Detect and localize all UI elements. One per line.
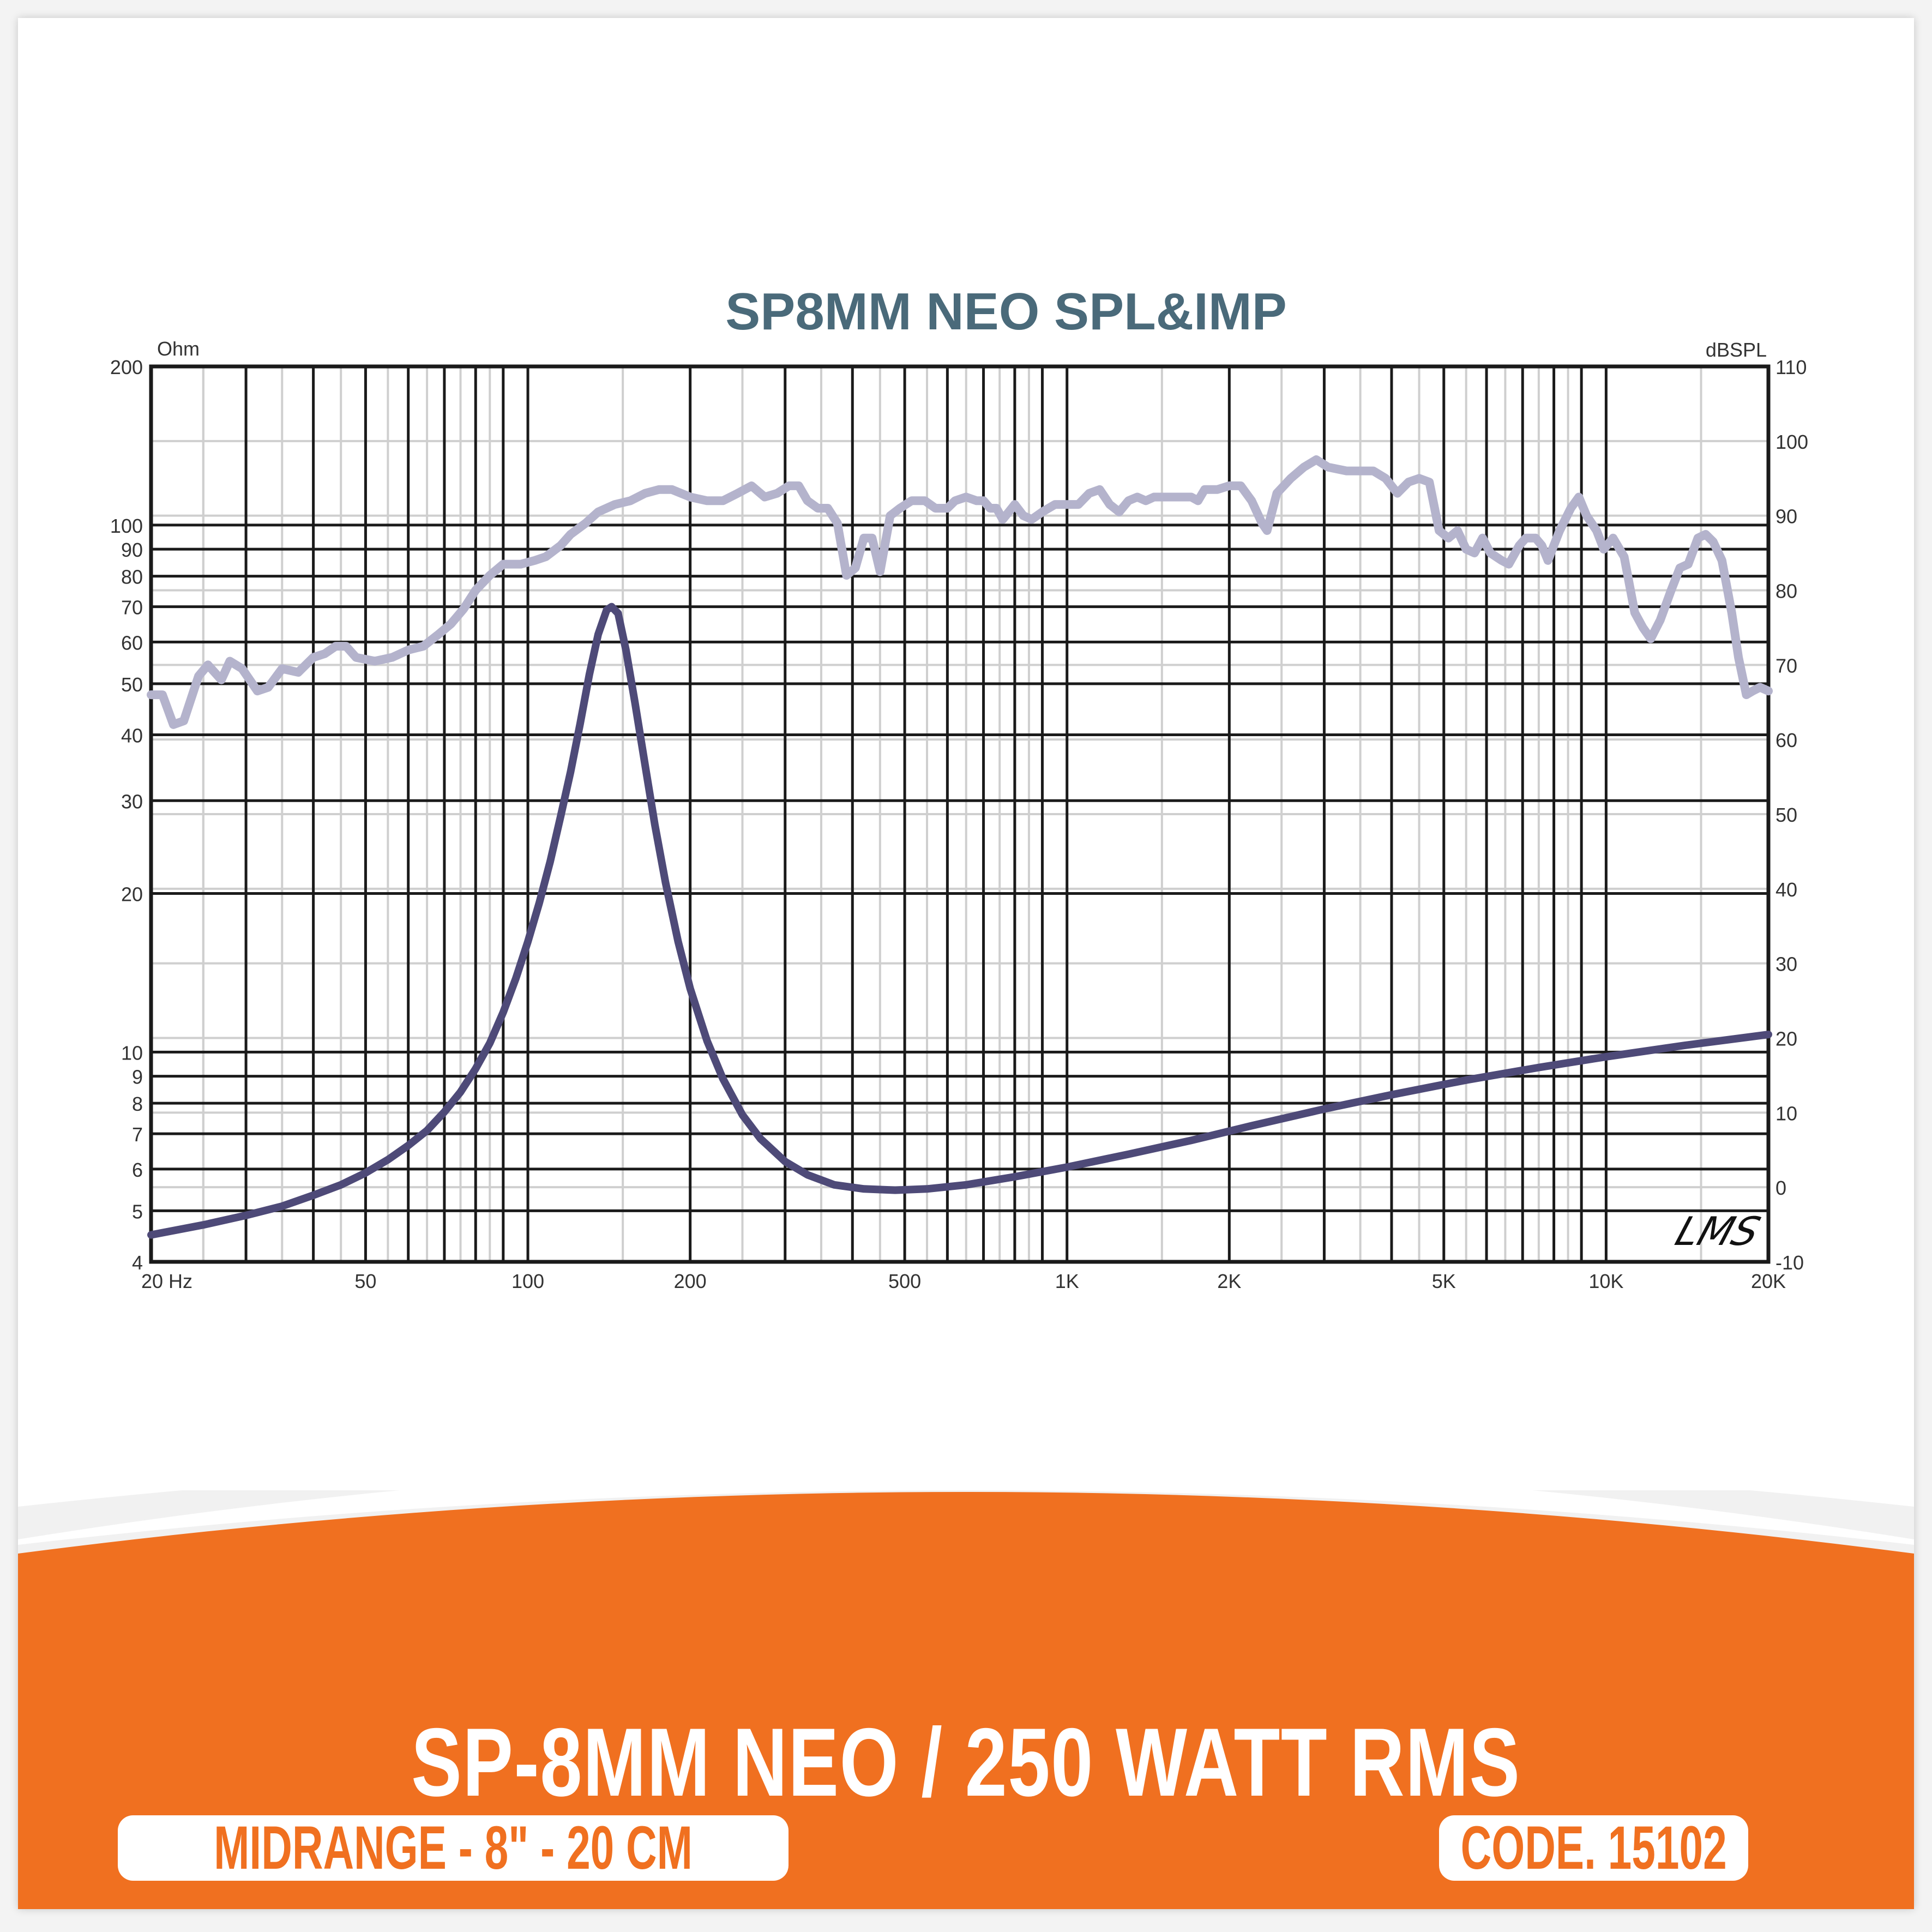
right-axis-tick-label: 40 bbox=[1775, 878, 1797, 901]
right-axis-tick-label: 10 bbox=[1775, 1102, 1797, 1124]
right-axis-tick-label: 60 bbox=[1775, 729, 1797, 751]
right-axis-tick-label: 110 bbox=[1775, 356, 1807, 378]
right-axis-tick-label: 30 bbox=[1775, 953, 1797, 976]
right-axis-tick-label: -10 bbox=[1775, 1251, 1804, 1274]
lms-logo: LMS bbox=[1670, 1209, 1766, 1255]
code-badge-text: CODE. 15102 bbox=[1460, 1815, 1727, 1881]
product-title: SP-8MM NEO / 250 WATT RMS bbox=[411, 1708, 1521, 1816]
x-axis-tick-label: 200 bbox=[674, 1270, 707, 1292]
right-axis-unit-label: dBSPL bbox=[1706, 339, 1767, 361]
left-axis-tick-label: 40 bbox=[121, 725, 143, 747]
x-axis-tick-label: 10K bbox=[1588, 1270, 1623, 1292]
spl-curve bbox=[147, 455, 1773, 729]
category-badge: MIDRANGE - 8" - 20 CM bbox=[118, 1815, 789, 1881]
left-axis-tick-label: 90 bbox=[121, 539, 143, 561]
footer-orange-band bbox=[18, 1492, 1914, 1909]
left-axis-tick-label: 70 bbox=[121, 597, 143, 619]
left-axis-tick-label: 60 bbox=[121, 631, 143, 654]
code-badge: CODE. 15102 bbox=[1439, 1815, 1748, 1881]
left-axis-tick-label: 9 bbox=[132, 1066, 143, 1088]
x-axis-tick-label: 500 bbox=[888, 1270, 921, 1292]
x-axis-tick-label: 100 bbox=[511, 1270, 544, 1292]
left-axis-tick-label: 7 bbox=[132, 1123, 143, 1146]
x-axis-tick-label: 50 bbox=[354, 1270, 376, 1292]
x-axis-tick-label: 1K bbox=[1055, 1270, 1079, 1292]
left-axis-tick-label: 20 bbox=[121, 883, 143, 905]
product-card: SP8MM NEO SPL&IMP Ohm dBSPL 200 100 90 80 70… bbox=[18, 18, 1914, 1909]
left-axis-tick-label: 50 bbox=[121, 673, 143, 696]
x-axis-ticks: 20 Hz 50 100 200 500 1K 2K 5K 10K 20K bbox=[141, 1270, 1786, 1292]
left-axis-tick-label: 4 bbox=[132, 1251, 143, 1274]
left-axis-unit-label: Ohm bbox=[157, 338, 200, 360]
right-axis-tick-label: 0 bbox=[1775, 1177, 1786, 1199]
minor-gridlines bbox=[151, 366, 1768, 1262]
plot-frame bbox=[149, 364, 1771, 1264]
right-axis-tick-label: 90 bbox=[1775, 505, 1797, 528]
footer-banner bbox=[18, 1490, 1914, 1909]
x-axis-tick-label: 5K bbox=[1432, 1270, 1456, 1292]
chart-title: SP8MM NEO SPL&IMP bbox=[725, 282, 1286, 341]
x-axis-tick-label: 20 Hz bbox=[141, 1270, 192, 1292]
left-axis-tick-label: 200 bbox=[110, 356, 143, 378]
left-axis-tick-label: 100 bbox=[110, 515, 143, 537]
x-axis-tick-label: 2K bbox=[1217, 1270, 1241, 1292]
left-axis-tick-label: 8 bbox=[132, 1093, 143, 1115]
major-gridlines bbox=[151, 366, 1768, 1262]
right-axis-tick-label: 70 bbox=[1775, 654, 1797, 677]
left-axis-tick-label: 10 bbox=[121, 1042, 143, 1064]
category-badge-text: MIDRANGE - 8" - 20 CM bbox=[214, 1815, 693, 1881]
right-axis-tick-label: 80 bbox=[1775, 580, 1797, 603]
left-axis-tick-label: 30 bbox=[121, 790, 143, 812]
x-axis-tick-label: 20K bbox=[1751, 1270, 1786, 1292]
left-axis-tick-label: 5 bbox=[132, 1200, 143, 1223]
footer-arc-white bbox=[18, 1490, 1914, 1545]
left-axis-tick-label: 80 bbox=[121, 566, 143, 588]
right-axis-tick-label: 50 bbox=[1775, 804, 1797, 826]
right-axis-tick-label: 100 bbox=[1775, 431, 1808, 453]
right-axis-tick-label: 20 bbox=[1775, 1028, 1797, 1050]
left-axis-tick-label: 6 bbox=[132, 1159, 143, 1181]
impedance-curve bbox=[147, 603, 1772, 1239]
spl-impedance-chart: SP8MM NEO SPL&IMP Ohm dBSPL 200100908070… bbox=[110, 282, 1808, 1292]
